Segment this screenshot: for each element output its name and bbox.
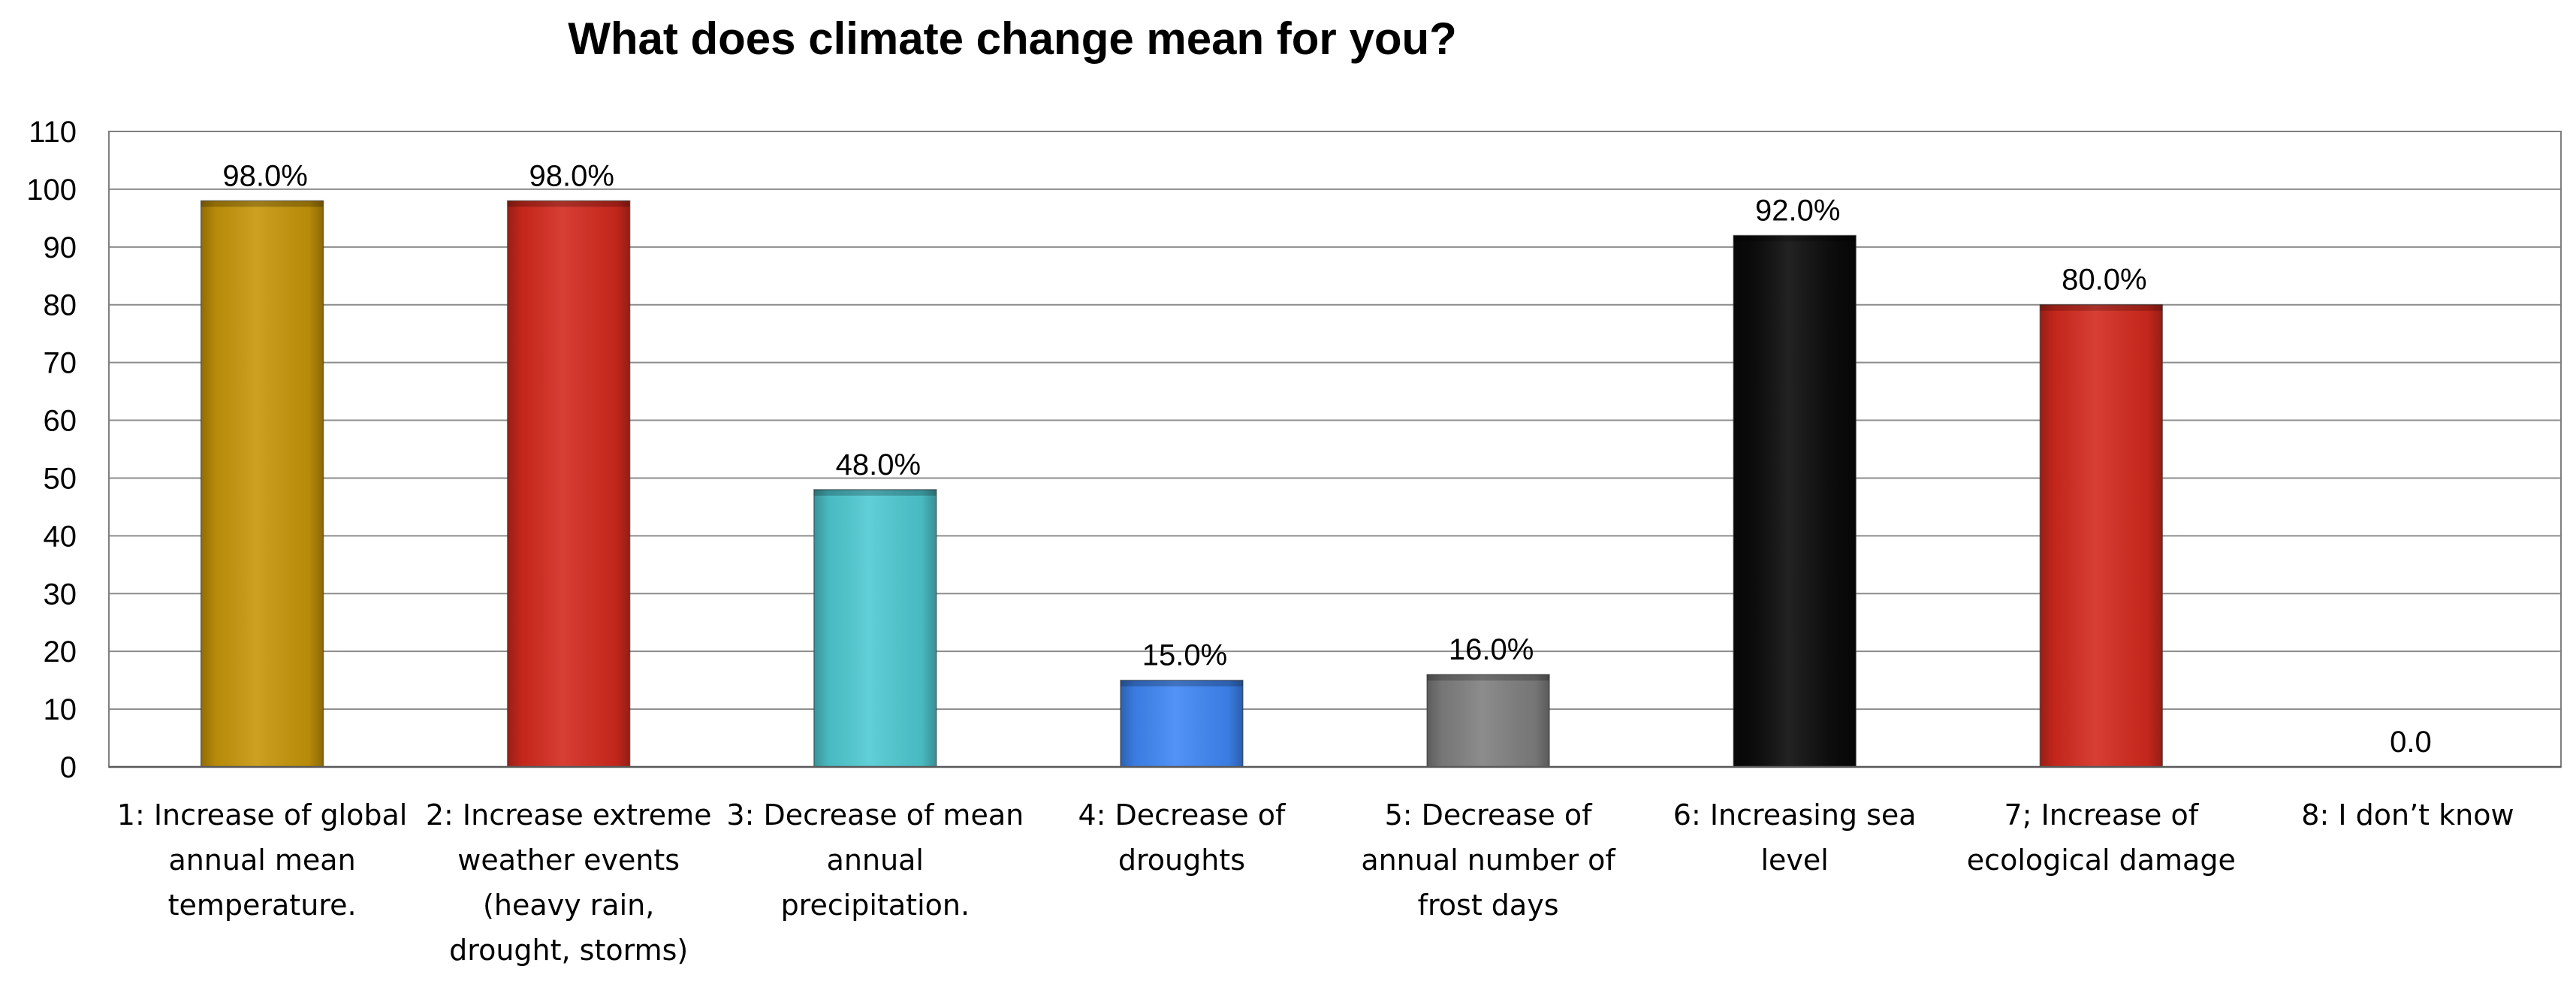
x-tick-label-line: (heavy rain,	[483, 889, 654, 922]
x-tick-label-line: drought, storms)	[449, 934, 688, 967]
data-label: 98.0%	[529, 159, 614, 192]
x-tick-label-line: 5: Decrease of	[1385, 798, 1594, 832]
bar-top-bevel	[507, 201, 630, 207]
x-tick-label: 3: Decrease of mean annual precipitation.	[726, 798, 1024, 922]
x-tick-label-line: annual number of	[1361, 844, 1616, 877]
data-label: 92.0%	[1755, 194, 1840, 227]
x-axis-categories: 1: Increase of global annual mean temperat…	[117, 798, 2514, 967]
y-tick-label: 0	[60, 751, 77, 784]
bar-shading	[507, 201, 630, 768]
x-tick-label-line: 4: Decrease of	[1078, 798, 1286, 832]
x-tick-label-line: frost days	[1418, 889, 1559, 922]
bar-shading	[813, 489, 937, 767]
x-tick-label: 1: Increase of global annual mean temperat…	[117, 798, 408, 922]
x-tick-label-line: 8: I don’t know	[2301, 798, 2514, 832]
bar	[2039, 303, 2164, 768]
bars	[200, 200, 2164, 768]
bar-top-bevel	[813, 489, 937, 496]
x-tick-label: 6: Increasing sea level	[1673, 798, 1917, 877]
data-label: 15.0%	[1142, 639, 1227, 672]
data-label: 80.0%	[2062, 264, 2146, 297]
x-tick-label-line: weather events	[457, 844, 680, 877]
bar-shading	[1733, 235, 1857, 767]
bar-top-bevel	[201, 201, 324, 207]
bar	[813, 489, 937, 768]
gridlines	[109, 131, 2561, 711]
bar-top-bevel	[1120, 680, 1243, 687]
x-tick-label-line: annual mean	[168, 844, 355, 877]
x-tick-label: 5: Decrease of annual number of frost days	[1361, 798, 1616, 922]
x-tick-label-line: level	[1761, 844, 1829, 877]
bar	[1426, 674, 1550, 768]
y-tick-label: 20	[44, 635, 77, 669]
x-tick-label-line: 6: Increasing sea	[1673, 798, 1917, 832]
y-tick-label: 50	[44, 462, 77, 495]
bar	[1120, 679, 1244, 768]
bar	[200, 200, 324, 768]
x-tick-label: 4: Decrease of droughts	[1078, 798, 1286, 877]
y-tick-label: 10	[44, 693, 77, 726]
data-labels: 98.0% 98.0% 48.0% 15.0% 16.0% 92.0% 80.0% 0.0	[222, 159, 2431, 759]
y-tick-label: 100	[26, 174, 77, 207]
x-tick-label: 8: I don’t know	[2301, 798, 2514, 832]
x-tick-label-line: precipitation.	[781, 889, 970, 922]
y-tick-label: 90	[44, 231, 77, 264]
y-tick-label: 70	[44, 347, 77, 380]
bar	[506, 200, 631, 768]
data-label: 0.0	[2390, 726, 2432, 759]
y-tick-label: 110	[29, 116, 77, 149]
bar-top-bevel	[2040, 304, 2163, 311]
bar-shading	[1120, 680, 1243, 767]
y-tick-label: 80	[44, 289, 77, 322]
x-tick-label-line: 2: Increase extreme	[426, 798, 712, 832]
bar-shading	[201, 201, 324, 768]
y-tick-label: 40	[44, 520, 77, 553]
data-label: 98.0%	[222, 159, 307, 192]
bar-shading	[1427, 674, 1550, 767]
chart-title: What does climate change mean for you?	[568, 14, 1457, 64]
x-tick-label-line: ecological damage	[1967, 844, 2236, 877]
bar-top-bevel	[1733, 235, 1857, 242]
x-tick-label-line: 7; Increase of	[2004, 798, 2200, 832]
x-tick-label-line: annual	[827, 844, 924, 877]
x-tick-label: 7; Increase of ecological damage	[1967, 798, 2236, 877]
x-tick-label-line: temperature.	[168, 889, 357, 922]
bar-top-bevel	[1427, 674, 1550, 681]
y-axis-ticks: 0 10 20 30 40 50 60 70 80 90 100 110	[26, 116, 77, 784]
x-tick-label-line: 3: Decrease of mean	[726, 798, 1024, 832]
data-label: 16.0%	[1449, 633, 1534, 666]
bar-shading	[2040, 304, 2163, 767]
y-tick-label: 30	[44, 578, 77, 611]
y-tick-label: 60	[44, 405, 77, 438]
x-tick-label: 2: Increase extreme weather events (heavy …	[426, 798, 712, 967]
plot-area	[108, 131, 2562, 768]
x-tick-label-line: droughts	[1118, 844, 1245, 877]
x-tick-label-line: 1: Increase of global	[117, 798, 408, 832]
bar	[1733, 234, 1857, 768]
data-label: 48.0%	[836, 448, 921, 481]
